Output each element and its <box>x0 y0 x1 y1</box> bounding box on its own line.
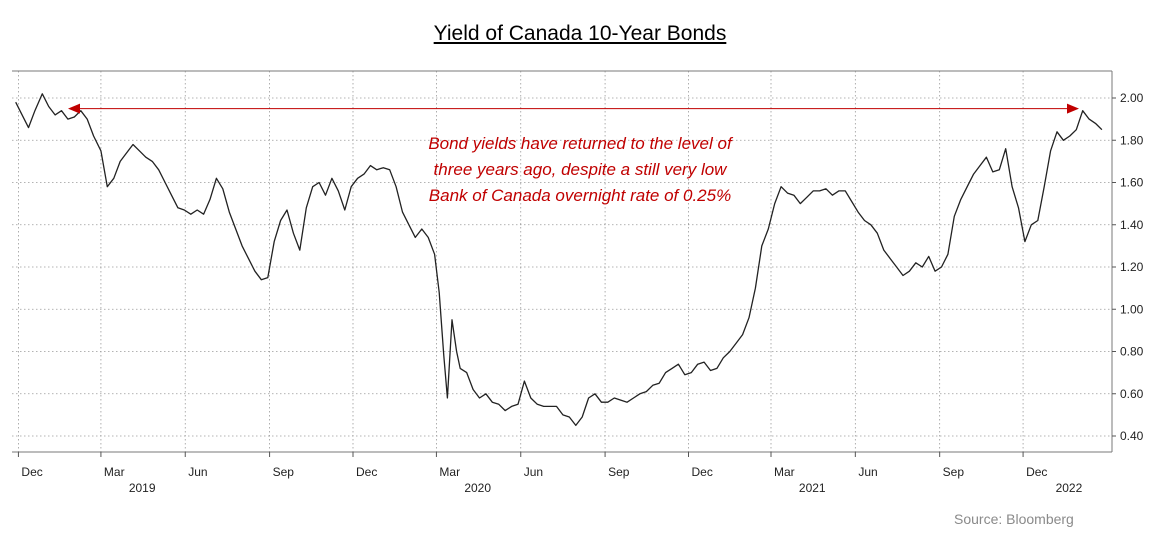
source-note: Source: Bloomberg <box>954 511 1074 527</box>
y-tick-label: 2.00 <box>1120 91 1144 105</box>
year-label: 2022 <box>1056 481 1083 495</box>
x-tick-label: Sep <box>608 465 630 479</box>
x-tick-label: Dec <box>692 465 713 479</box>
arrow-head-right <box>1067 103 1079 114</box>
x-tick-label: Mar <box>774 465 795 479</box>
y-tick-label: 1.20 <box>1120 260 1144 274</box>
x-tick-label: Jun <box>858 465 877 479</box>
grid <box>12 71 1112 452</box>
y-tick-label: 0.40 <box>1120 429 1144 443</box>
series-line <box>15 93 1103 427</box>
y-tick-label: 1.80 <box>1120 133 1144 147</box>
y-tick-label: 0.60 <box>1120 387 1144 401</box>
x-axis: Dec Mar Jun Sep Dec Mar Jun Sep Dec Mar Jun Sep Dec 2… <box>17 452 1083 495</box>
y-tick-label: 0.80 <box>1120 345 1144 359</box>
y-tick-label: 1.40 <box>1120 218 1144 232</box>
year-label: 2020 <box>464 481 491 495</box>
year-label: 2021 <box>799 481 826 495</box>
y-tick-label: 1.00 <box>1120 302 1144 316</box>
arrow-head-left <box>68 103 80 114</box>
annotation-line-1: Bond yields have returned to the level o… <box>428 134 732 153</box>
x-tick-label: Dec <box>356 465 377 479</box>
x-tick-label: Jun <box>188 465 207 479</box>
year-label: 2019 <box>129 481 156 495</box>
annotation-arrow <box>68 103 1079 114</box>
x-tick-label: Jun <box>524 465 543 479</box>
x-tick-label: Sep <box>943 465 965 479</box>
x-tick-label: Dec <box>1026 465 1047 479</box>
x-tick-label: Mar <box>104 465 125 479</box>
y-axis: 2.00 1.80 1.60 1.40 1.20 1.00 0.80 0.60 0.40 <box>1112 91 1144 443</box>
x-tick-label: Dec <box>21 465 42 479</box>
annotation-line-3: Bank of Canada overnight rate of 0.25% <box>428 186 732 205</box>
x-tick-label: Sep <box>273 465 295 479</box>
annotation-text: Bond yields have returned to the level o… <box>380 131 780 209</box>
chart-title: Yield of Canada 10-Year Bonds <box>433 22 727 45</box>
annotation-line-2: three years ago, despite a still very lo… <box>433 160 727 179</box>
x-tick-label: Mar <box>439 465 460 479</box>
y-tick-label: 1.60 <box>1120 176 1144 190</box>
